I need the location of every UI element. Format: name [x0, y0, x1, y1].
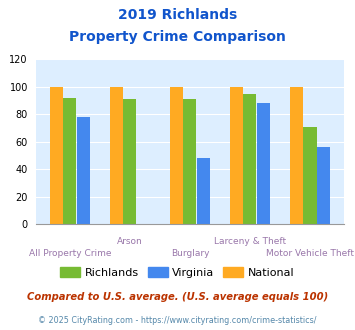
Bar	[50, 87, 62, 224]
Text: Property Crime Comparison: Property Crime Comparison	[69, 30, 286, 44]
Bar	[257, 103, 270, 224]
Bar	[110, 87, 123, 224]
Bar	[170, 87, 183, 224]
Text: All Property Crime: All Property Crime	[29, 249, 111, 258]
Bar	[244, 94, 257, 224]
Bar	[304, 127, 317, 224]
Bar	[290, 87, 303, 224]
Bar	[184, 99, 196, 224]
Text: 2019 Richlands: 2019 Richlands	[118, 8, 237, 22]
Bar	[77, 117, 90, 224]
Bar	[317, 148, 330, 224]
Text: Larceny & Theft: Larceny & Theft	[214, 237, 286, 246]
Bar	[230, 87, 243, 224]
Bar	[123, 99, 136, 224]
Text: Compared to U.S. average. (U.S. average equals 100): Compared to U.S. average. (U.S. average …	[27, 292, 328, 302]
Text: Burglary: Burglary	[171, 249, 209, 258]
Bar	[63, 98, 76, 224]
Legend: Richlands, Virginia, National: Richlands, Virginia, National	[56, 263, 299, 282]
Text: Motor Vehicle Theft: Motor Vehicle Theft	[266, 249, 354, 258]
Bar	[197, 158, 210, 224]
Text: © 2025 CityRating.com - https://www.cityrating.com/crime-statistics/: © 2025 CityRating.com - https://www.city…	[38, 316, 317, 325]
Text: Arson: Arson	[117, 237, 143, 246]
